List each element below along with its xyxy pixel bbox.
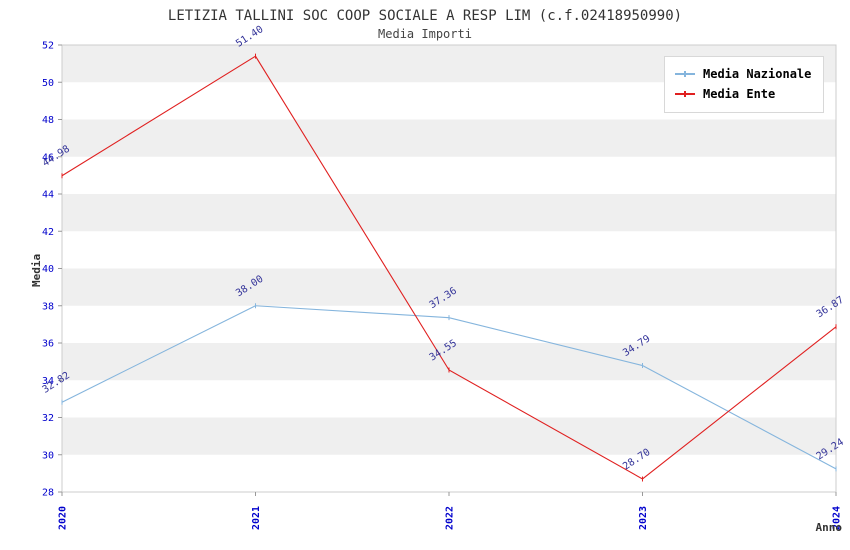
chart-subtitle: Media Importi — [378, 27, 472, 41]
legend: Media Nazionale Media Ente — [664, 56, 825, 113]
legend-item-media-ente: Media Ente — [675, 84, 811, 104]
legend-item-media-nazionale: Media Nazionale — [675, 64, 811, 84]
x-tick-label: 2022 — [445, 506, 456, 530]
y-tick-label: 48 — [42, 115, 54, 126]
y-axis-title: Media — [30, 253, 43, 287]
chart-title: LETIZIA TALLINI SOC COOP SOCIALE A RESP … — [167, 8, 683, 24]
x-tick-label: 2020 — [58, 506, 69, 530]
plot-stripe — [62, 194, 836, 232]
y-tick-label: 34 — [42, 376, 54, 387]
x-tick-label: 2021 — [251, 506, 262, 530]
y-tick-label: 44 — [42, 190, 54, 201]
plot-stripe — [62, 268, 836, 306]
y-tick-label: 30 — [42, 450, 54, 461]
data-label: 32.82 — [41, 370, 72, 396]
plot-stripe — [62, 343, 836, 381]
y-tick-label: 50 — [42, 78, 54, 89]
y-tick-label: 36 — [42, 339, 54, 350]
legend-line-swatch-ente — [675, 91, 695, 97]
y-tick-label: 40 — [42, 264, 54, 275]
x-tick-label: 2024 — [832, 506, 843, 530]
legend-label-media-ente: Media Ente — [703, 87, 776, 101]
x-tick-label: 2023 — [638, 506, 649, 530]
plot-stripe — [62, 417, 836, 455]
y-tick-label: 46 — [42, 152, 54, 163]
legend-line-swatch-nazionale — [675, 71, 695, 77]
legend-marker-tick — [684, 71, 686, 77]
y-tick-label: 42 — [42, 227, 54, 238]
y-tick-label: 32 — [42, 413, 54, 424]
plot-stripe — [62, 119, 836, 157]
y-tick-label: 38 — [42, 301, 54, 312]
legend-label-media-nazionale: Media Nazionale — [703, 67, 812, 81]
x-axis-title: Anno — [815, 521, 843, 534]
y-tick-label: 28 — [42, 488, 54, 499]
legend-marker-tick — [684, 91, 686, 97]
y-tick-label: 52 — [42, 41, 54, 52]
